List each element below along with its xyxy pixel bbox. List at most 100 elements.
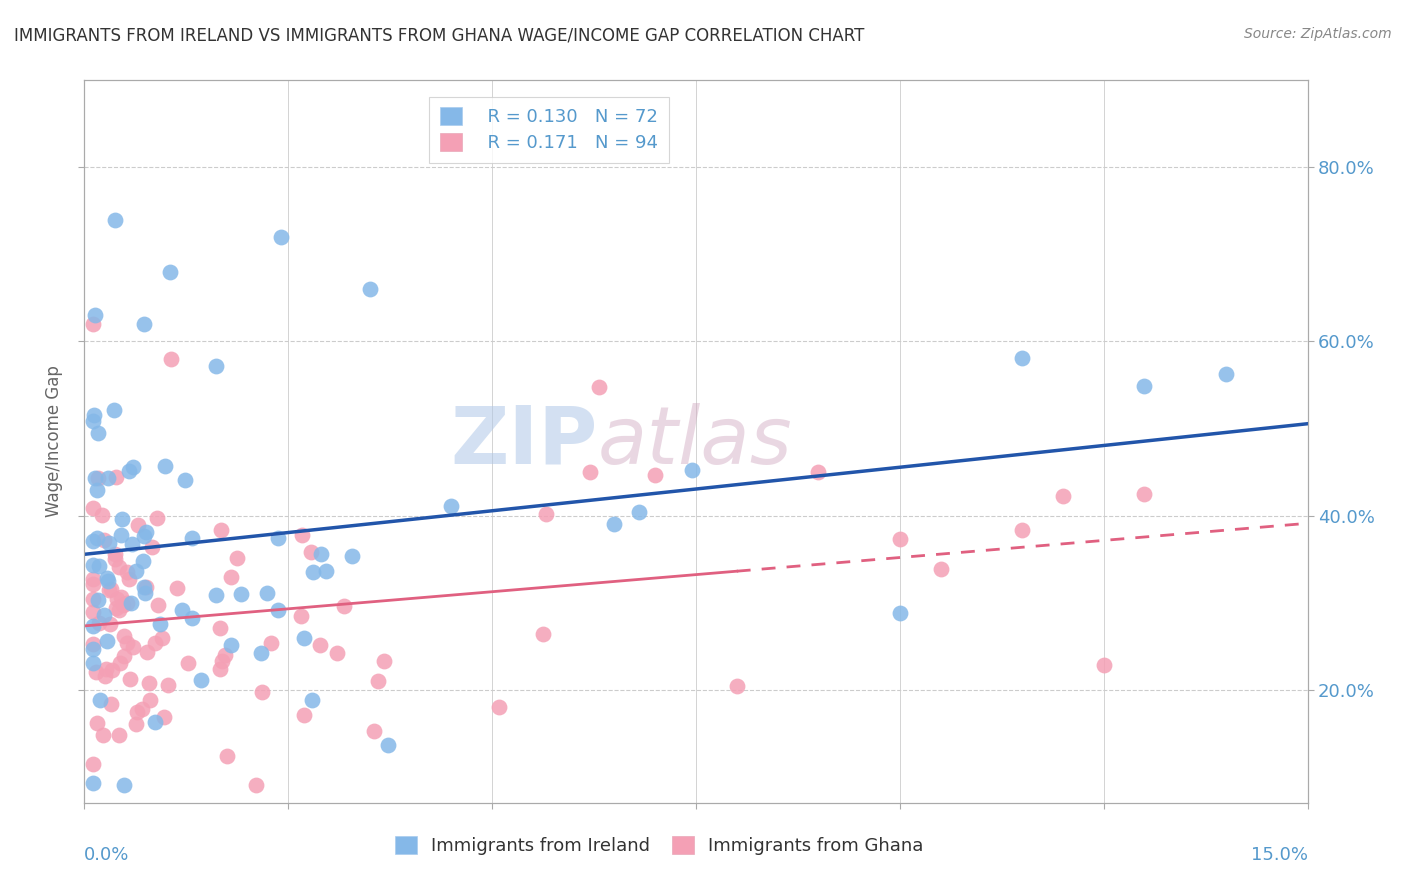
Point: [135, 525, 157, 540]
Point: [146, 598, 169, 612]
Point: [889, 606, 911, 620]
Point: [256, 586, 278, 600]
Point: [134, 580, 156, 594]
Point: [91, 508, 114, 523]
Point: [100, 582, 122, 597]
Point: [159, 351, 181, 366]
Text: 15.0%: 15.0%: [1250, 847, 1308, 864]
Point: [82, 577, 104, 591]
Point: [209, 524, 232, 538]
Point: [309, 547, 332, 561]
Text: IMMIGRANTS FROM IRELAND VS IMMIGRANTS FROM GHANA WAGE/INCOME GAP CORRELATION CHA: IMMIGRANTS FROM IRELAND VS IMMIGRANTS FR…: [14, 27, 865, 45]
Point: [132, 554, 155, 568]
Point: [139, 693, 162, 707]
Point: [118, 464, 141, 478]
Legend: Immigrants from Ireland, Immigrants from Ghana: Immigrants from Ireland, Immigrants from…: [388, 830, 931, 863]
Point: [86, 426, 108, 441]
Point: [110, 656, 132, 670]
Point: [143, 636, 166, 650]
Point: [89, 693, 111, 707]
Point: [1052, 489, 1074, 503]
Point: [125, 706, 148, 720]
Point: [117, 572, 139, 586]
Point: [96, 571, 118, 585]
Point: [152, 709, 174, 723]
Point: [270, 230, 292, 244]
Point: [98, 582, 121, 597]
Point: [82, 657, 104, 671]
Point: [112, 648, 135, 663]
Point: [86, 531, 108, 545]
Point: [1215, 367, 1237, 381]
Point: [105, 601, 128, 615]
Point: [82, 501, 104, 516]
Point: [108, 602, 131, 616]
Point: [536, 507, 558, 521]
Point: [105, 592, 128, 607]
Point: [96, 634, 118, 648]
Point: [82, 756, 104, 771]
Point: [170, 603, 193, 617]
Point: [91, 728, 114, 742]
Text: Source: ZipAtlas.com: Source: ZipAtlas.com: [1244, 27, 1392, 41]
Point: [725, 679, 748, 693]
Point: [111, 512, 134, 526]
Point: [217, 748, 239, 763]
Point: [110, 590, 132, 604]
Point: [82, 317, 104, 331]
Point: [267, 531, 290, 545]
Point: [226, 550, 249, 565]
Point: [333, 599, 356, 613]
Point: [190, 673, 212, 687]
Point: [112, 778, 135, 792]
Point: [260, 636, 283, 650]
Point: [359, 282, 381, 296]
Point: [148, 616, 170, 631]
Point: [180, 531, 202, 545]
Point: [103, 403, 125, 417]
Point: [292, 708, 315, 723]
Point: [134, 586, 156, 600]
Text: ZIP: ZIP: [451, 402, 598, 481]
Point: [82, 642, 104, 657]
Point: [87, 471, 110, 485]
Point: [93, 533, 115, 548]
Point: [219, 569, 242, 583]
Point: [107, 729, 129, 743]
Point: [326, 646, 349, 660]
Point: [112, 629, 135, 643]
Point: [118, 672, 141, 686]
Point: [211, 654, 233, 668]
Point: [82, 591, 104, 606]
Point: [159, 265, 181, 279]
Point: [89, 615, 111, 630]
Point: [134, 528, 156, 542]
Point: [292, 631, 315, 645]
Point: [1133, 487, 1156, 501]
Point: [104, 212, 127, 227]
Point: [82, 618, 104, 632]
Point: [111, 598, 134, 612]
Point: [929, 562, 952, 576]
Point: [84, 665, 107, 680]
Point: [1011, 523, 1033, 537]
Point: [578, 465, 600, 479]
Point: [204, 588, 226, 602]
Point: [122, 640, 145, 654]
Point: [603, 517, 626, 532]
Point: [104, 470, 127, 484]
Point: [1092, 658, 1115, 673]
Point: [104, 548, 127, 562]
Point: [531, 626, 554, 640]
Point: [97, 536, 120, 550]
Point: [86, 483, 108, 498]
Point: [245, 778, 267, 792]
Point: [363, 723, 385, 738]
Point: [131, 702, 153, 716]
Point: [299, 544, 322, 558]
Point: [84, 471, 107, 485]
Point: [82, 637, 104, 651]
Point: [94, 662, 117, 676]
Point: [86, 716, 108, 731]
Point: [302, 565, 325, 579]
